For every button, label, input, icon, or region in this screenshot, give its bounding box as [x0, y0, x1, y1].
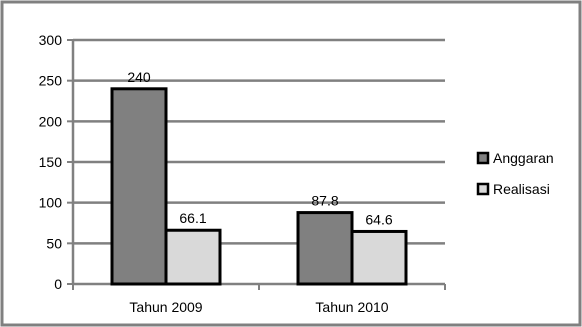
legend-swatch-anggaran — [476, 151, 490, 165]
bars — [110, 87, 408, 286]
legend-swatch-realisasi — [476, 182, 490, 196]
y-tick-label: 50 — [46, 235, 62, 251]
x-category-label: Tahun 2009 — [129, 299, 202, 315]
legend: Anggaran Realisasi — [476, 150, 554, 197]
y-tick-label: 200 — [39, 113, 63, 129]
y-tick-label: 250 — [39, 73, 63, 89]
data-label: 240 — [127, 69, 151, 85]
bar-realisasi-2 — [350, 229, 408, 286]
y-tick-label: 300 — [39, 32, 63, 48]
data-label: 66.1 — [179, 210, 206, 226]
y-axis-ticks: 0 50 100 150 200 250 300 — [39, 32, 63, 292]
y-tick-label: 100 — [39, 195, 63, 211]
legend-label: Realisasi — [493, 181, 550, 197]
legend-label: Anggaran — [493, 150, 554, 166]
bar-anggaran-2 — [296, 211, 354, 286]
y-tick-label: 0 — [54, 276, 62, 292]
x-category-label: Tahun 2010 — [315, 299, 388, 315]
data-label: 64.6 — [365, 211, 392, 227]
data-label: 87.8 — [311, 193, 338, 209]
data-labels: 240 66.1 87.8 64.6 — [127, 69, 393, 228]
bar-realisasi-1 — [164, 228, 222, 286]
y-tick-label: 150 — [39, 154, 63, 170]
x-axis-categories: Tahun 2009 Tahun 2010 — [129, 299, 388, 315]
bar-anggaran-1 — [110, 87, 168, 286]
